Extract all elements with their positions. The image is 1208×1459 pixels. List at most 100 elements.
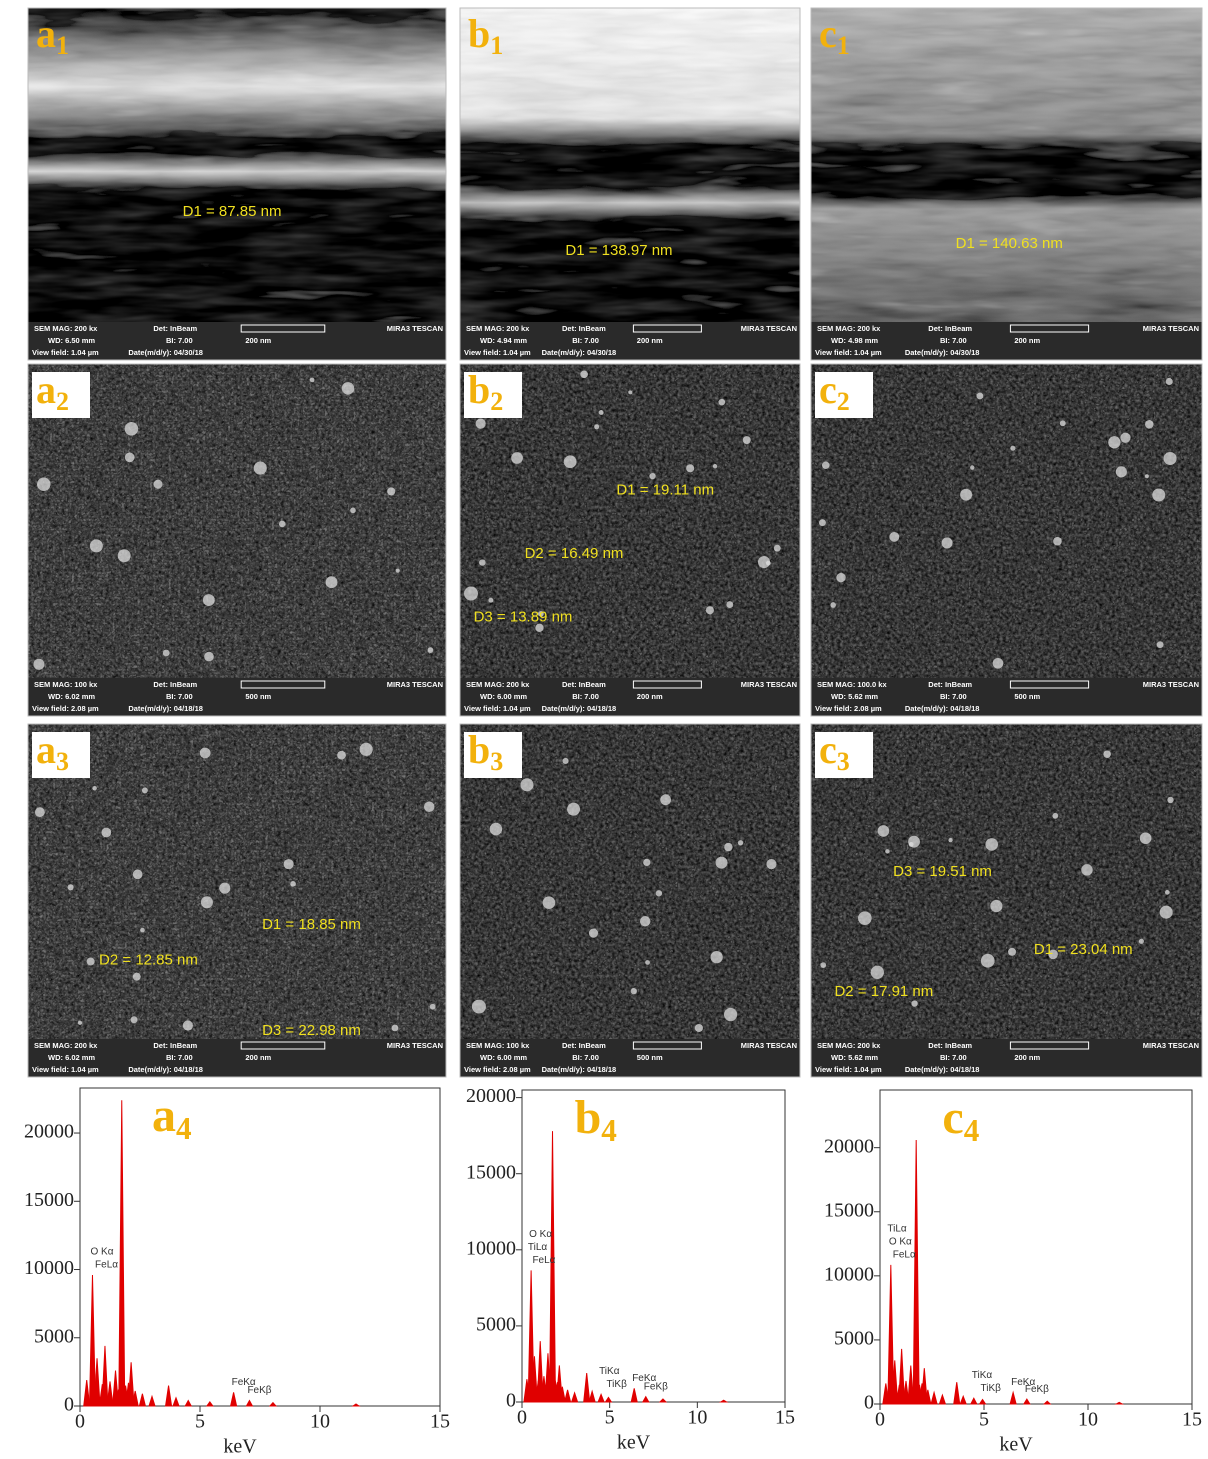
info-text: View field: 1.04 µm (32, 1065, 99, 1074)
y-tick-label: 15000 (824, 1199, 874, 1221)
info-text: 200 nm (245, 336, 271, 345)
panel-label-index: 2 (490, 387, 503, 416)
peak-annotation: O Kα (90, 1247, 113, 1258)
info-text: SEM MAG: 200 kx (34, 1041, 98, 1050)
grain-cluster (564, 455, 577, 468)
grain-cluster (68, 884, 74, 890)
grain-cluster (1053, 537, 1062, 546)
spectrum-peak (139, 1394, 145, 1406)
y-tick-label: 0 (864, 1392, 874, 1414)
plot-frame (80, 1088, 440, 1406)
grain-cluster (488, 598, 493, 603)
sem-image (460, 8, 800, 322)
info-text: BI: 7.00 (166, 336, 193, 345)
spectrum-peak (270, 1403, 276, 1406)
grain-cluster (472, 1000, 486, 1014)
measurement: D1 = 19.11 nm (616, 482, 714, 499)
spectrum-peak (931, 1392, 937, 1404)
info-text: Date(m/d/y): 04/30/18 (905, 348, 980, 357)
panel-label-letter: b (468, 11, 490, 56)
info-text: Date(m/d/y): 04/18/18 (905, 1065, 980, 1074)
info-text: Det: InBeam (562, 680, 606, 689)
info-text: 200 nm (1014, 336, 1040, 345)
grain-cluster (140, 928, 145, 933)
grain-cluster (430, 1004, 436, 1010)
spectrum-peak (980, 1400, 986, 1404)
grain-cluster (1166, 378, 1173, 385)
grain-cluster (567, 803, 580, 816)
spectrum-peak (960, 1396, 966, 1404)
spectrum-peak (353, 1404, 359, 1406)
info-text: Date(m/d/y): 04/30/18 (542, 348, 617, 357)
x-tick-label: 5 (979, 1409, 989, 1431)
grain-cluster (1145, 420, 1154, 429)
grain-cluster (649, 473, 655, 479)
info-text: SEM MAG: 100.0 kx (817, 680, 887, 689)
info-text: WD: 4.94 mm (480, 336, 527, 345)
grain-cluster (201, 896, 213, 908)
panel-label-letter: c (942, 1091, 963, 1144)
peak-annotation: O Kα (529, 1229, 552, 1240)
info-text: View field: 1.04 µm (32, 348, 99, 357)
info-text: 500 nm (245, 692, 271, 701)
grain-cluster (254, 462, 267, 475)
grain-cluster (1160, 906, 1173, 919)
brand: MIRA3 TESCAN (387, 324, 443, 333)
info-text: SEM MAG: 100 kx (34, 680, 98, 689)
x-tick-label: 0 (75, 1411, 85, 1433)
grain-cluster (279, 521, 286, 528)
grain-cluster (337, 751, 346, 760)
x-tick-label: 10 (1078, 1409, 1098, 1431)
y-tick-label: 0 (506, 1390, 516, 1412)
peak-annotation: FeLα (532, 1255, 555, 1266)
measurement: D2 = 12.85 nm (99, 951, 198, 968)
grain-cluster (726, 601, 733, 608)
panel-label: a4 (152, 1089, 192, 1146)
measurement: D1 = 87.85 nm (183, 203, 282, 220)
info-text: Det: InBeam (153, 324, 197, 333)
info-text: View field: 1.04 µm (815, 1065, 882, 1074)
grain-cluster (290, 881, 296, 887)
grain-cluster (589, 929, 598, 938)
y-tick-label: 15000 (24, 1189, 74, 1211)
grain-cluster (660, 794, 671, 805)
grain-cluster (830, 602, 836, 608)
x-axis-label: keV (617, 1432, 651, 1454)
measurement: D1 = 23.04 nm (1034, 941, 1133, 958)
info-text: View field: 2.08 µm (32, 704, 99, 713)
spectrum-peak (119, 1100, 125, 1406)
sem-image (28, 8, 446, 322)
grain-cluster (153, 480, 162, 489)
measurement: D3 = 19.51 nm (893, 863, 992, 880)
info-text: SEM MAG: 200 kx (817, 324, 881, 333)
grain-cluster (706, 606, 714, 614)
grain-cluster (133, 870, 143, 880)
info-text: Det: InBeam (153, 1041, 197, 1050)
brand: MIRA3 TESCAN (1143, 680, 1199, 689)
panel-label-letter: a (36, 367, 56, 412)
grain-cluster (342, 382, 355, 395)
brand: MIRA3 TESCAN (1143, 324, 1199, 333)
info-text: Date(m/d/y): 04/18/18 (128, 704, 203, 713)
info-text: Det: InBeam (153, 680, 197, 689)
panel-label-index: 3 (490, 747, 503, 776)
spectrum-peak (643, 1397, 649, 1402)
x-axis-label: keV (999, 1434, 1033, 1456)
info-text: BI: 7.00 (572, 1053, 599, 1062)
grain-cluster (871, 966, 884, 979)
grain-cluster (163, 650, 170, 657)
info-text: View field: 1.04 µm (464, 704, 531, 713)
info-text: BI: 7.00 (572, 336, 599, 345)
grain-cluster (858, 911, 872, 925)
grain-cluster (1010, 446, 1015, 451)
info-text: Date(m/d/y): 04/18/18 (542, 1065, 617, 1074)
info-text: 200 nm (637, 692, 663, 701)
x-tick-label: 10 (687, 1407, 707, 1429)
panel-label-index: 4 (176, 1111, 192, 1146)
grain-cluster (183, 1020, 193, 1030)
grain-cluster (479, 559, 485, 565)
spectrum-peak (572, 1393, 578, 1402)
grain-cluster (1103, 750, 1111, 758)
grain-cluster (350, 508, 356, 514)
spectrum-peak (1116, 1402, 1122, 1404)
